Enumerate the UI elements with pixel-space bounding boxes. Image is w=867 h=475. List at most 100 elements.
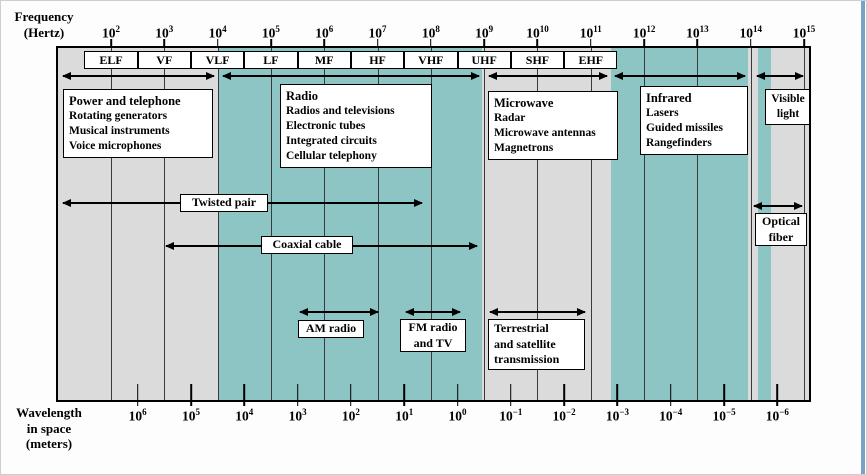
microwave-range-arrow	[488, 72, 608, 80]
wavelength-tick-label: 106	[128, 407, 147, 424]
wavelength-tick-mark	[723, 384, 725, 406]
fm-radio-tv-label: FM radio and TV	[400, 319, 466, 353]
wavelength-tick-label: 10−3	[605, 407, 630, 424]
application-box-radio: Radio Radios and televisions Electronic …	[280, 84, 432, 168]
decade-line	[377, 48, 379, 400]
wavelength-tick-mark	[456, 384, 459, 406]
frequency-tick-label: 1010	[526, 24, 549, 41]
wavelength-tick-label: 100	[448, 407, 467, 424]
band-label-shf: SHF	[510, 51, 565, 69]
frequency-tick-label: 103	[155, 24, 174, 41]
application-item: Lasers	[646, 107, 679, 120]
optical-fiber-label-line2: fiber	[768, 229, 794, 244]
wavelength-tick-mark	[669, 384, 672, 406]
wavelength-tick-mark	[776, 384, 779, 406]
frequency-tick-label: 106	[315, 24, 334, 41]
frequency-axis-title: Frequency (Hertz)	[5, 9, 83, 40]
frequency-tick-mark	[749, 39, 752, 48]
decade-line	[217, 48, 219, 400]
wavelength-axis-title-line3: (meters)	[25, 436, 73, 452]
twisted-pair-label: Twisted pair	[180, 194, 268, 212]
application-title: Visible light	[771, 93, 805, 120]
application-item: Magnetrons	[494, 142, 554, 155]
application-item: Cellular telephony	[286, 150, 377, 163]
decade-line	[484, 48, 486, 400]
band-label-vhf: VHF	[404, 51, 458, 69]
frequency-tick-mark	[430, 39, 432, 48]
frequency-tick-mark	[483, 39, 485, 48]
frequency-tick-mark	[589, 39, 592, 48]
terrestrial-label-line3: transmission	[494, 352, 560, 367]
decade-line	[324, 48, 326, 400]
application-title: Radio	[286, 89, 318, 103]
wavelength-tick-mark	[190, 384, 192, 406]
frequency-tick-label: 1012	[632, 24, 656, 41]
wavelength-axis-title-line1: Wavelength	[16, 405, 82, 420]
application-item: Guided missiles	[646, 122, 724, 135]
wavelength-tick-mark	[510, 384, 512, 406]
band-label-vf: VF	[137, 51, 191, 69]
application-box-microwave: Microwave Radar Microwave antennas Magne…	[488, 91, 618, 161]
frequency-tick-mark	[323, 39, 326, 48]
decade-line	[590, 48, 592, 400]
decade-line	[270, 48, 272, 400]
frequency-tick-label: 1013	[686, 24, 709, 41]
frequency-tick-mark	[696, 39, 699, 48]
wavelength-tick-label: 102	[341, 407, 360, 424]
wavelength-tick-label: 10−2	[552, 407, 576, 424]
fm-radio-tv-label-line1: FM radio	[408, 320, 458, 334]
application-title: Power and telephone	[69, 94, 181, 108]
application-box-infrared: Infrared Lasers Guided missiles Rangefin…	[640, 86, 748, 156]
application-item: Electronic tubes	[286, 120, 366, 133]
frequency-tick-label: 105	[261, 24, 280, 41]
wavelength-axis-title-line2: in space	[26, 420, 72, 436]
decade-line	[111, 48, 112, 400]
frequency-tick-mark	[110, 39, 112, 48]
decade-line	[644, 48, 646, 400]
page-edge-decoration	[861, 1, 865, 474]
wavelength-tick-mark	[136, 384, 139, 406]
frequency-tick-mark	[536, 39, 539, 48]
power-telephone-range-arrow	[62, 72, 215, 80]
frequency-tick-label: 102	[102, 24, 120, 41]
frequency-tick-mark	[163, 39, 166, 48]
terrestrial-label-line1: Terrestrial	[494, 321, 549, 335]
frequency-tick-label: 109	[475, 24, 494, 41]
application-item: Radar	[494, 112, 526, 125]
am-radio-label: AM radio	[298, 320, 364, 338]
application-box-power-and-telephone: Power and telephone Rotating generators …	[63, 89, 213, 159]
frequency-tick-mark	[216, 39, 219, 48]
wavelength-tick-mark	[296, 384, 299, 406]
wavelength-tick-label: 10−1	[499, 407, 523, 424]
wavelength-tick-label: 10−4	[659, 407, 683, 424]
frequency-tick-mark	[376, 39, 379, 48]
band-label-ehf: EHF	[564, 51, 618, 69]
wavelength-tick-label: 10−6	[765, 407, 789, 424]
application-box-visible-light: Visible light	[765, 89, 809, 125]
frequency-tick-label: 108	[421, 24, 440, 41]
decade-line	[164, 48, 166, 400]
application-item: Rotating generators	[69, 110, 168, 123]
decade-line	[750, 48, 752, 400]
band-label-vlf: VLF	[190, 51, 245, 69]
decade-line	[430, 48, 432, 400]
wavelength-tick-mark	[243, 384, 246, 406]
frequency-tick-mark	[643, 39, 645, 48]
spectrum-chart: Power and telephone Rotating generators …	[56, 46, 811, 402]
application-item: Radios and televisions	[286, 105, 395, 118]
band-label-uhf: UHF	[457, 51, 511, 69]
application-item: Musical instruments	[69, 125, 170, 138]
terrestrial-satellite-arrow	[489, 308, 586, 316]
optical-fiber-arrow	[753, 202, 803, 210]
decade-line	[537, 48, 539, 400]
wavelength-tick-mark	[616, 384, 619, 406]
frequency-axis-title-line1: Frequency	[14, 9, 74, 24]
wavelength-tick-label: 105	[181, 407, 200, 424]
band-label-lf: LF	[244, 51, 298, 69]
visible-light-range-arrow	[756, 72, 804, 80]
frequency-tick-mark	[803, 39, 805, 48]
wavelength-axis-title: Wavelength in space (meters)	[7, 405, 91, 452]
wavelength-tick-label: 101	[395, 407, 414, 424]
optical-fiber-label-line1: Optical	[762, 214, 800, 228]
